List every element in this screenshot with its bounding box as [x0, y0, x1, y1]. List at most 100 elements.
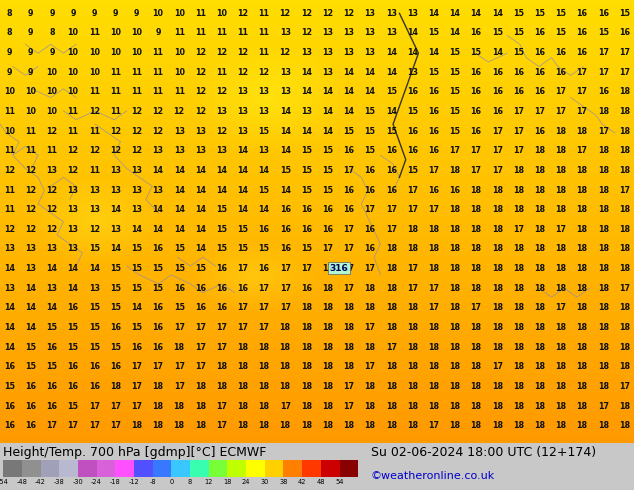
Text: 16: 16: [470, 28, 482, 37]
Text: 17: 17: [470, 166, 482, 175]
Text: 17: 17: [301, 264, 312, 273]
Text: ©weatheronline.co.uk: ©weatheronline.co.uk: [371, 471, 495, 481]
Bar: [153, 460, 171, 477]
Text: 18: 18: [555, 402, 566, 411]
Text: 11: 11: [110, 87, 121, 97]
Text: 13: 13: [152, 147, 164, 155]
Text: 14: 14: [174, 225, 184, 234]
Text: 14: 14: [195, 205, 206, 214]
Text: 14: 14: [450, 28, 460, 37]
Text: 18: 18: [534, 362, 545, 371]
Text: 18: 18: [365, 421, 375, 430]
Text: 18: 18: [534, 343, 545, 352]
Text: 16: 16: [365, 166, 375, 175]
Text: 18: 18: [322, 362, 333, 371]
Text: 18: 18: [343, 362, 354, 371]
Text: 17: 17: [195, 343, 206, 352]
Text: 10: 10: [89, 48, 100, 57]
Text: 16: 16: [492, 68, 503, 77]
Text: 16: 16: [301, 284, 312, 293]
Text: 16: 16: [365, 186, 375, 195]
Text: 14: 14: [280, 147, 291, 155]
Text: 13: 13: [216, 107, 227, 116]
Text: 12: 12: [110, 126, 121, 136]
Text: 10: 10: [68, 48, 79, 57]
Text: 14: 14: [428, 48, 439, 57]
Text: 17: 17: [259, 323, 269, 332]
Text: 16: 16: [152, 343, 164, 352]
Text: 18: 18: [513, 382, 524, 391]
Text: 12: 12: [195, 48, 206, 57]
Text: 15: 15: [46, 323, 58, 332]
Text: 18: 18: [619, 205, 630, 214]
Text: 14: 14: [343, 68, 354, 77]
Text: 14: 14: [365, 87, 375, 97]
Text: 13: 13: [46, 166, 58, 175]
Text: 18: 18: [407, 343, 418, 352]
Text: 18: 18: [534, 166, 545, 175]
Text: 9: 9: [7, 48, 12, 57]
Text: 16: 16: [174, 284, 184, 293]
Text: 18: 18: [385, 323, 397, 332]
Text: 18: 18: [598, 166, 609, 175]
Text: 18: 18: [619, 362, 630, 371]
Text: 16: 16: [365, 245, 375, 253]
Text: 16: 16: [343, 147, 354, 155]
Text: 18: 18: [534, 402, 545, 411]
Text: 18: 18: [365, 343, 375, 352]
Text: 15: 15: [68, 323, 79, 332]
Text: 11: 11: [89, 126, 100, 136]
Text: 15: 15: [365, 107, 375, 116]
Text: 9: 9: [28, 9, 34, 18]
Text: 14: 14: [25, 303, 36, 313]
Text: 17: 17: [216, 343, 227, 352]
Text: 16: 16: [4, 402, 15, 411]
Text: 15: 15: [237, 225, 249, 234]
Text: 17: 17: [470, 303, 482, 313]
Text: 17: 17: [598, 68, 609, 77]
Text: 16: 16: [576, 28, 588, 37]
Text: 16: 16: [89, 382, 100, 391]
Text: 14: 14: [216, 186, 227, 195]
Text: 18: 18: [407, 362, 418, 371]
Text: 15: 15: [110, 264, 121, 273]
Text: 15: 15: [343, 126, 354, 136]
Text: -48: -48: [16, 479, 27, 485]
Text: 8: 8: [49, 28, 55, 37]
Text: 16: 16: [407, 87, 418, 97]
Text: 18: 18: [619, 107, 630, 116]
Bar: [302, 460, 321, 477]
Text: 16: 16: [534, 48, 545, 57]
Text: 17: 17: [259, 284, 269, 293]
Text: 17: 17: [534, 107, 545, 116]
Text: 24: 24: [242, 479, 250, 485]
Text: 9: 9: [28, 48, 34, 57]
Text: 16: 16: [68, 362, 79, 371]
Text: 18: 18: [555, 362, 566, 371]
Text: 18: 18: [470, 402, 482, 411]
Text: 16: 16: [195, 303, 206, 313]
Text: 15: 15: [555, 28, 566, 37]
Text: 14: 14: [470, 9, 482, 18]
Text: 12: 12: [280, 48, 291, 57]
Text: 15: 15: [450, 48, 460, 57]
Text: 14: 14: [216, 166, 227, 175]
Text: 18: 18: [555, 166, 566, 175]
Text: 18: 18: [619, 402, 630, 411]
Text: 15: 15: [492, 28, 503, 37]
Text: 10: 10: [46, 68, 58, 77]
Text: 11: 11: [152, 87, 164, 97]
Text: 18: 18: [492, 421, 503, 430]
Text: 16: 16: [280, 245, 291, 253]
Text: 10: 10: [25, 107, 36, 116]
Text: 18: 18: [492, 264, 503, 273]
Text: 17: 17: [598, 402, 609, 411]
Text: 14: 14: [68, 264, 79, 273]
Text: 11: 11: [195, 9, 206, 18]
Text: 18: 18: [513, 264, 524, 273]
Text: 18: 18: [513, 303, 524, 313]
Text: 13: 13: [89, 186, 100, 195]
Text: 18: 18: [365, 284, 375, 293]
Text: 14: 14: [25, 323, 36, 332]
Text: 12: 12: [343, 9, 354, 18]
